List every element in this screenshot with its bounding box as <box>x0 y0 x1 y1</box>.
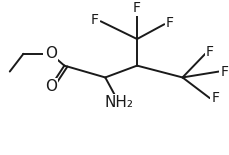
Text: F: F <box>220 64 228 79</box>
Text: F: F <box>133 1 140 15</box>
Text: F: F <box>205 45 213 59</box>
Text: F: F <box>210 91 218 105</box>
Text: O: O <box>44 46 57 61</box>
Text: O: O <box>44 79 57 94</box>
Text: F: F <box>165 16 173 30</box>
Text: F: F <box>91 13 99 27</box>
Text: NH₂: NH₂ <box>104 95 133 110</box>
